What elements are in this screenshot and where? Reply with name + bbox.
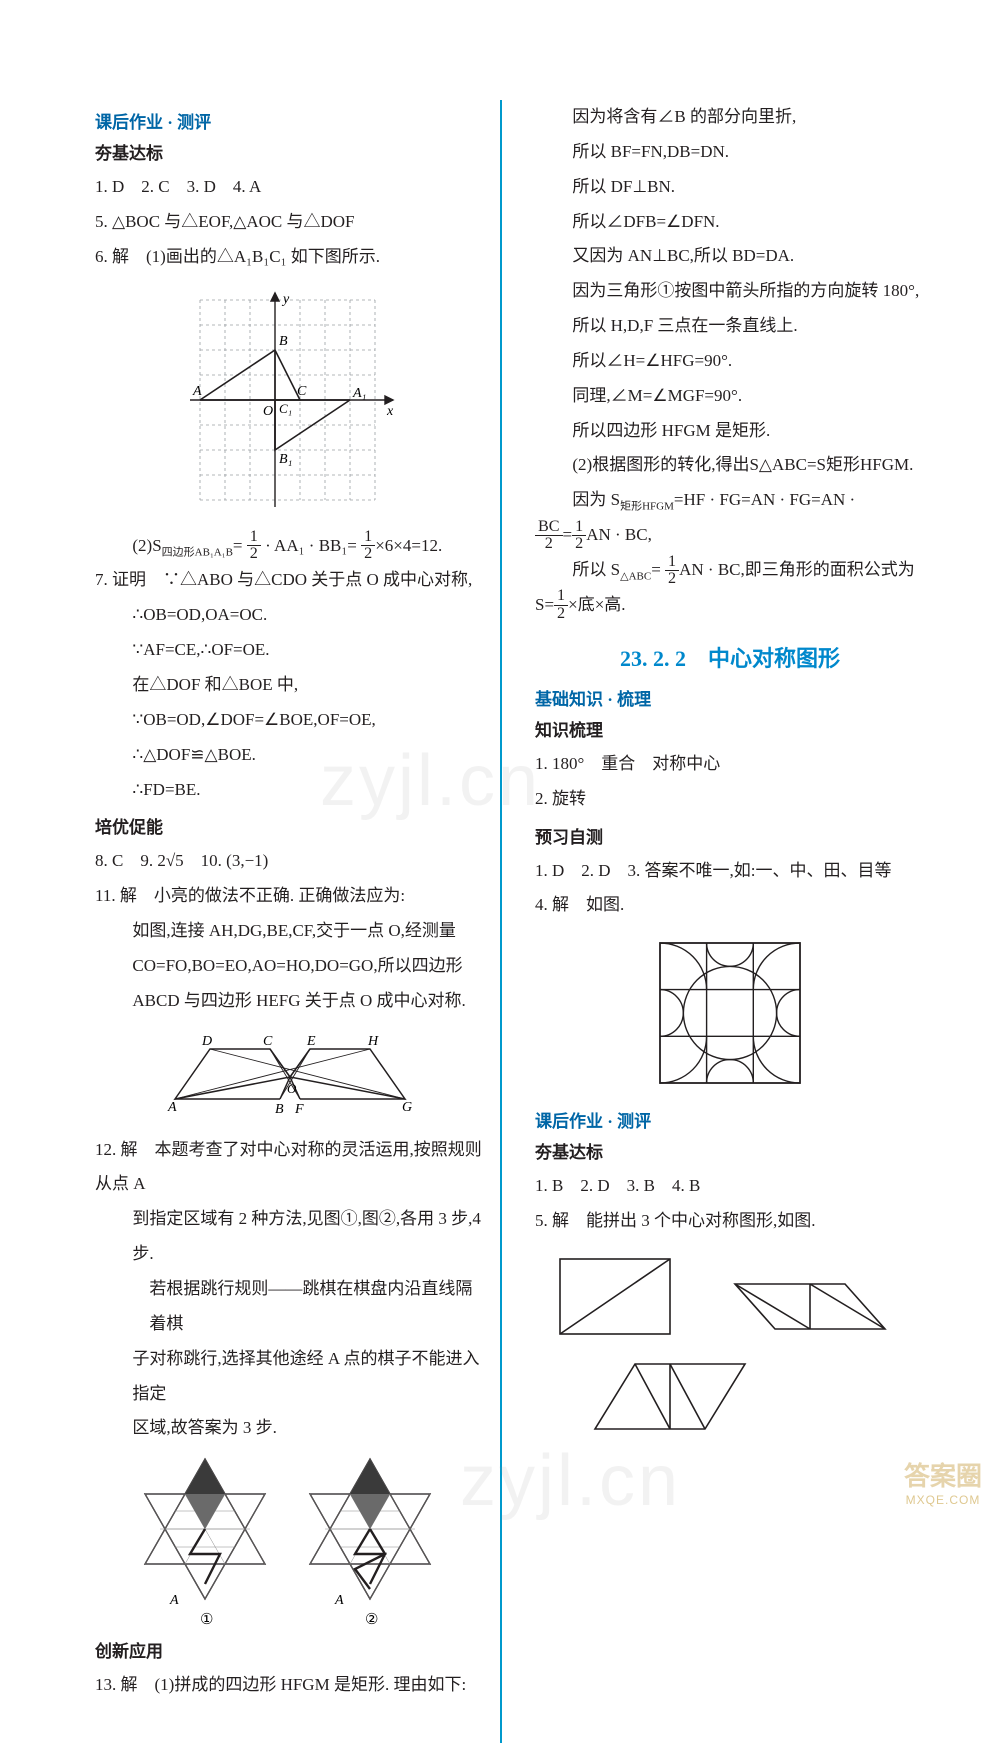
r1: 因为将含有∠B 的部分向里折, [535,100,925,135]
answer-6: 6. 解 (1)画出的△A₁B₁C₁ 如下图所示. [95,240,485,275]
svg-text:A: A [167,1100,177,1115]
svg-text:C: C [263,1034,273,1049]
r6: 因为三角形①按图中箭头所指的方向旋转 180°, [535,274,925,309]
grid-figure: A B C A₁ B₁ C₁ O x y [175,285,405,515]
svg-text:A: A [192,384,202,399]
r12: 因为 S矩形HFGM=HF · FG=AN · FG=AN · [535,483,925,518]
q7c: ∵AF=CE,∴OF=OE. [95,633,485,668]
svg-text:F: F [294,1102,304,1117]
answers-1-4: 1. D 2. C 3. D 4. A [95,170,485,205]
heading-homework-2: 课后作业 · 测评 [535,1107,925,1132]
r2: 所以 BF=FN,DB=DN. [535,135,925,170]
svg-text:E: E [306,1034,316,1049]
answers-8-10: 8. C 9. 2√5 10. (3,−1) [95,844,485,879]
svg-text:A₁: A₁ [352,386,366,401]
q7e: ∵OB=OD,∠DOF=∠BOE,OF=OE, [95,703,485,738]
p4: 4. 解 如图. [535,888,925,923]
svg-text:B₁: B₁ [279,452,292,467]
q12e: 区域,故答案为 3 步. [95,1411,485,1446]
q13: 13. 解 (1)拼成的四边形 HFGM 是矩形. 理由如下: [95,1668,485,1703]
corner-stamp: 答案圈 MXQE.COM [904,1461,982,1507]
heading-basics: 夯基达标 [95,139,485,164]
heading-basics-knowledge: 基础知识 · 梳理 [535,685,925,710]
k1: 1. 180° 重合 对称中心 [535,747,925,782]
svg-text:A: A [334,1593,344,1608]
svg-text:O: O [287,1081,297,1096]
r14: 所以 S△ABC= 12AN · BC,即三角形的面积公式为 [535,553,925,588]
q7f: ∴△DOF≌△BOE. [95,738,485,773]
r5: 又因为 AN⊥BC,所以 BD=DA. [535,239,925,274]
q7d: 在△DOF 和△BOE 中, [95,668,485,703]
svg-text:y: y [281,292,290,307]
r11: (2)根据图形的转化,得出S△ABC=S矩形HFGM. [535,448,925,483]
q6-part2: (2)S四边形AB₁A₁B= 12 · AA₁ · BB₁= 12×6×4=12… [95,529,485,564]
left-column: 课后作业 · 测评 夯基达标 1. D 2. C 3. D 4. A 5. △B… [95,100,510,1703]
q7g: ∴FD=BE. [95,773,485,808]
heading-knowledge: 知识梳理 [535,716,925,741]
r9: 同理,∠M=∠MGF=90°. [535,379,925,414]
heading-homework: 课后作业 · 测评 [95,108,485,133]
svg-text:O: O [263,404,273,419]
q11d: ABCD 与四边形 HEFG 关于点 O 成中心对称. [95,984,485,1019]
r7: 所以 H,D,F 三点在一条直线上. [535,309,925,344]
q12d: 子对称跳行,选择其他途经 A 点的棋子不能进入指定 [95,1342,485,1412]
svg-text:A: A [169,1593,179,1608]
q7a: 7. 证明 ∵△ABO 与△CDO 关于点 O 成中心对称, [95,563,485,598]
r13: BC2=12AN · BC, [535,518,925,553]
svg-text:C₁: C₁ [279,401,292,416]
answer-5: 5. △BOC 与△EOF,△AOC 与△DOF [95,205,485,240]
svg-text:D: D [201,1034,212,1049]
heading-basics-2: 夯基达标 [535,1138,925,1163]
k2: 2. 旋转 [535,782,925,817]
heading-preview: 预习自测 [535,823,925,848]
r15: S=12×底×高. [535,588,925,623]
q11c: CO=FO,BO=EO,AO=HO,DO=GO,所以四边形 [95,949,485,984]
r8: 所以∠H=∠HFG=90°. [535,344,925,379]
hexagon-figures: A A ① ② [130,1454,450,1629]
p1: 1. D 2. D 3. 答案不唯一,如:一、中、田、目等 [535,854,925,889]
q7b: ∴OB=OD,OA=OC. [95,598,485,633]
q11b: 如图,连接 AH,DG,BE,CF,交于一点 O,经测量 [95,914,485,949]
a1: 1. B 2. D 3. B 4. B [535,1169,925,1204]
svg-text:H: H [367,1034,379,1049]
svg-text:②: ② [365,1612,378,1628]
pattern-figure [650,933,810,1093]
right-column: 因为将含有∠B 的部分向里折, 所以 BF=FN,DB=DN. 所以 DF⊥BN… [510,100,925,1703]
heading-innovative: 创新应用 [95,1637,485,1662]
svg-text:C: C [297,384,307,399]
q12c: 若根据跳行规则——跳棋在棋盘内沿直线隔着棋 [95,1272,485,1342]
parallelograms-figure [545,1249,915,1439]
svg-text:B: B [279,334,288,349]
heading-enhance: 培优促能 [95,813,485,838]
svg-text:x: x [386,404,394,419]
svg-text:①: ① [200,1612,213,1628]
a5: 5. 解 能拼出 3 个中心对称图形,如图. [535,1204,925,1239]
q12b: 到指定区域有 2 种方法,见图①,图②,各用 3 步,4 步. [95,1202,485,1272]
r10: 所以四边形 HFGM 是矩形. [535,414,925,449]
section-title: 23. 2. 2 中心对称图形 [535,641,925,673]
svg-text:G: G [402,1100,412,1115]
bowtie-figure: A B C D E F G H O [150,1029,430,1119]
q11a: 11. 解 小亮的做法不正确. 正确做法应为: [95,879,485,914]
svg-text:B: B [275,1102,284,1117]
r4: 所以∠DFB=∠DFN. [535,205,925,240]
q12a: 12. 解 本题考查了对中心对称的灵活运用,按照规则从点 A [95,1133,485,1203]
r3: 所以 DF⊥BN. [535,170,925,205]
